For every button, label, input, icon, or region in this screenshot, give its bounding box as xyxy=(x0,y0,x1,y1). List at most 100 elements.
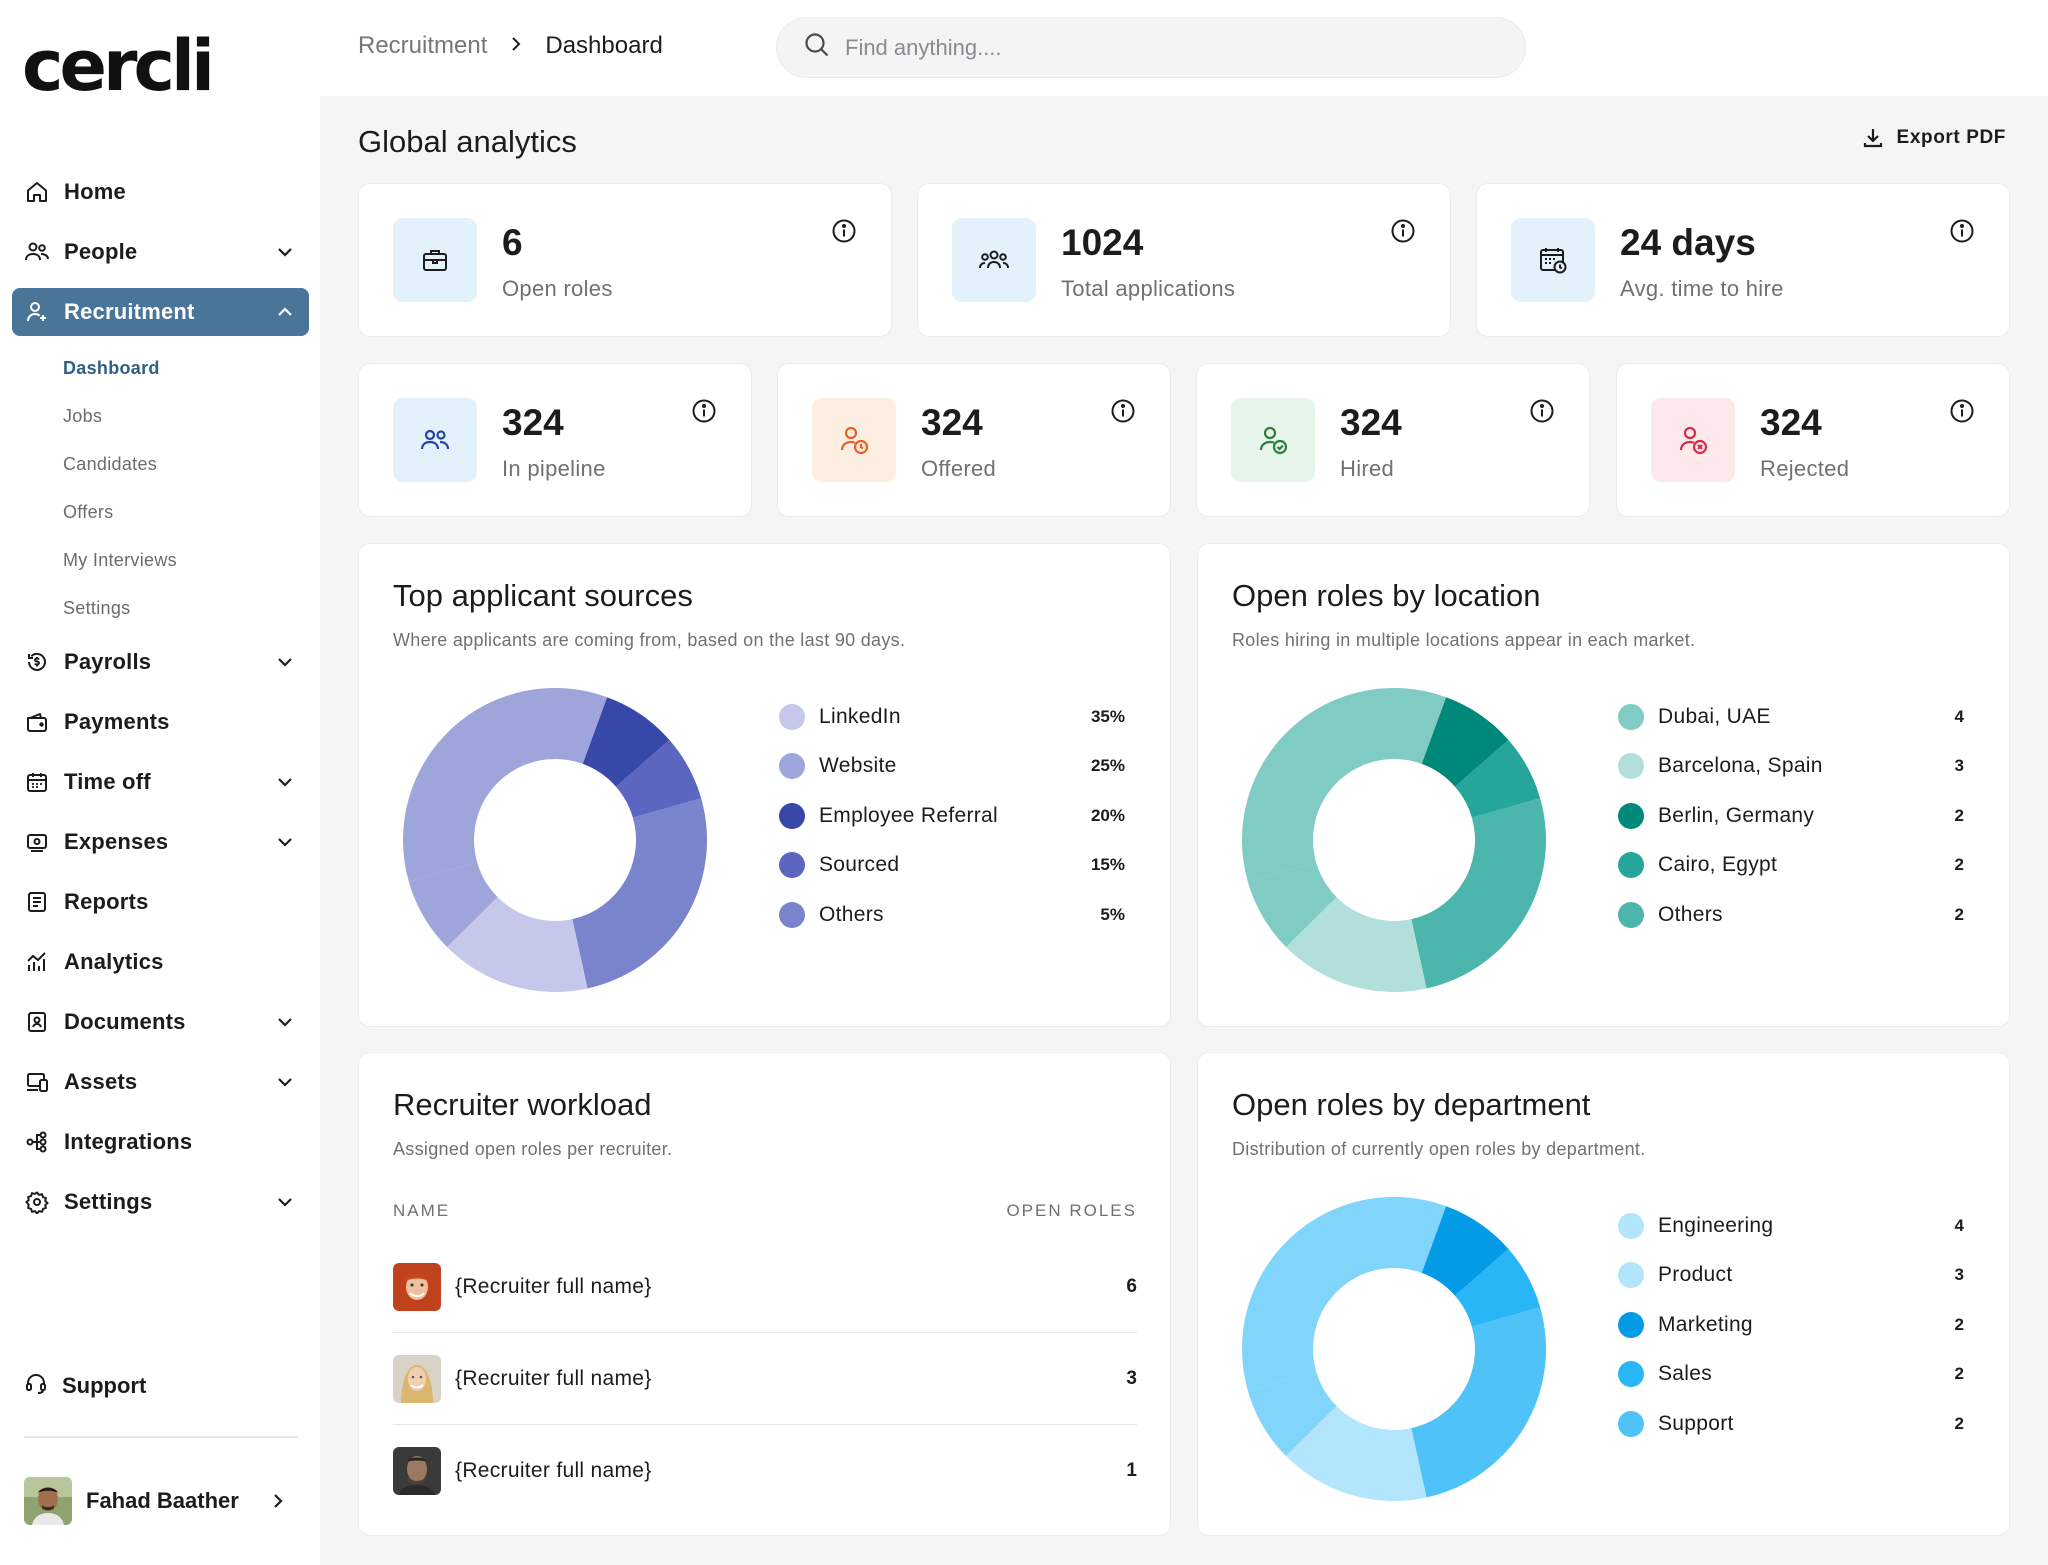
info-icon[interactable] xyxy=(831,218,857,244)
legend-item[interactable]: Employee Referral 20% xyxy=(779,791,1125,841)
page-title: Global analytics xyxy=(358,124,577,159)
export-pdf-button[interactable]: Export PDF xyxy=(1861,126,2006,150)
sidebar-item-expenses[interactable]: Expenses xyxy=(12,818,309,866)
export-pdf-label: Export PDF xyxy=(1896,127,2006,148)
chart-legend: LinkedIn 35% Website 25% Employee Referral 20… xyxy=(779,692,1125,940)
donut-slice[interactable] xyxy=(1247,862,1337,948)
people-icon xyxy=(24,239,50,265)
table-row[interactable]: {Recruiter full name} 1 xyxy=(393,1425,1137,1517)
info-icon[interactable] xyxy=(691,398,717,424)
donut-slice[interactable] xyxy=(1247,1371,1337,1457)
legend-item[interactable]: Marketing 2 xyxy=(1618,1300,1964,1350)
info-icon[interactable] xyxy=(1949,218,1975,244)
table-row[interactable]: {Recruiter full name} 3 xyxy=(393,1333,1137,1425)
sidebar-item-payments[interactable]: Payments xyxy=(12,698,309,746)
chevron-down-icon[interactable] xyxy=(275,832,295,852)
stat-value: 324 xyxy=(1760,402,1822,443)
donut-slice[interactable] xyxy=(1286,897,1427,992)
donut-slice[interactable] xyxy=(615,739,702,818)
legend-label: Product xyxy=(1658,1263,1733,1287)
legend-swatch xyxy=(779,901,805,928)
legend-item[interactable]: Product 3 xyxy=(1618,1251,1964,1301)
stat-card-open-roles: 6 Open roles xyxy=(358,183,892,337)
app-logo[interactable]: cercli xyxy=(22,25,215,107)
donut-chart[interactable] xyxy=(1242,688,1546,992)
sidebar-item-analytics[interactable]: Analytics xyxy=(12,938,309,986)
donut-slice[interactable] xyxy=(408,862,498,948)
column-header-open-roles[interactable]: OPEN ROLES xyxy=(1006,1201,1137,1220)
stat-card-in-pipeline: 324 In pipeline xyxy=(358,363,752,517)
chevron-down-icon[interactable] xyxy=(275,1072,295,1092)
donut-slice[interactable] xyxy=(1242,1197,1447,1391)
wallet-icon xyxy=(24,709,50,735)
stat-value: 24 days xyxy=(1620,222,1756,263)
donut-slice[interactable] xyxy=(403,688,608,882)
sidebar-item-settings[interactable]: Settings xyxy=(12,1178,309,1226)
legend-item[interactable]: LinkedIn 35% xyxy=(779,692,1125,742)
user-profile[interactable]: Fahad Baather xyxy=(24,1476,294,1526)
legend-item[interactable]: Berlin, Germany 2 xyxy=(1618,791,1964,841)
info-icon[interactable] xyxy=(1949,398,1975,424)
subnav-offers[interactable]: Offers xyxy=(63,502,114,522)
subnav-my-interviews[interactable]: My Interviews xyxy=(63,550,177,570)
donut-chart[interactable] xyxy=(403,688,707,992)
chevron-down-icon[interactable] xyxy=(275,1012,295,1032)
legend-value: 15% xyxy=(1090,855,1125,875)
donut-slice[interactable] xyxy=(1454,739,1541,818)
subnav-settings[interactable]: Settings xyxy=(63,598,131,618)
donut-slice[interactable] xyxy=(1286,1406,1427,1501)
legend-item[interactable]: Sourced 15% xyxy=(779,841,1125,891)
legend-swatch xyxy=(1618,753,1644,780)
search-bar[interactable] xyxy=(776,17,1526,78)
legend-item[interactable]: Engineering 4 xyxy=(1618,1201,1964,1251)
sidebar-item-integrations[interactable]: Integrations xyxy=(12,1118,309,1166)
search-input[interactable] xyxy=(845,34,1445,61)
legend-item[interactable]: Others 5% xyxy=(779,890,1125,940)
chevron-down-icon[interactable] xyxy=(275,1192,295,1212)
legend-item[interactable]: Barcelona, Spain 3 xyxy=(1618,742,1964,792)
sidebar-item-reports[interactable]: Reports xyxy=(12,878,309,926)
support-link[interactable]: Support xyxy=(24,1371,146,1400)
legend-item[interactable]: Cairo, Egypt 2 xyxy=(1618,841,1964,891)
donut-chart[interactable] xyxy=(1242,1197,1546,1501)
sidebar-item-time-off[interactable]: Time off xyxy=(12,758,309,806)
donut-slice[interactable] xyxy=(1454,1248,1541,1327)
sidebar-item-documents[interactable]: Documents xyxy=(12,998,309,1046)
subnav-candidates[interactable]: Candidates xyxy=(63,454,158,474)
donut-slice[interactable] xyxy=(447,897,588,992)
info-icon[interactable] xyxy=(1110,398,1136,424)
info-icon[interactable] xyxy=(1390,218,1416,244)
sidebar-item-home[interactable]: Home xyxy=(12,168,309,216)
sidebar-item-payrolls[interactable]: Payrolls xyxy=(12,638,309,686)
donut-slice[interactable] xyxy=(1242,688,1447,882)
chart-subtitle: Where applicants are coming from, based … xyxy=(393,630,906,650)
legend-item[interactable]: Support 2 xyxy=(1618,1399,1964,1449)
sidebar-item-people[interactable]: People xyxy=(12,228,309,276)
legend-item[interactable]: Website 25% xyxy=(779,742,1125,792)
sidebar-item-assets[interactable]: Assets xyxy=(12,1058,309,1106)
subnav-dashboard[interactable]: Dashboard xyxy=(63,358,160,378)
donut-slice[interactable] xyxy=(572,798,707,989)
donut-slice[interactable] xyxy=(1421,697,1509,787)
chart-panel-roles-by-department: Open roles by department Distribution of… xyxy=(1197,1052,2010,1536)
donut-slice[interactable] xyxy=(1411,1307,1546,1498)
info-icon[interactable] xyxy=(1529,398,1555,424)
donut-slice[interactable] xyxy=(1411,798,1546,989)
chevron-up-icon[interactable] xyxy=(275,302,295,322)
donut-slice[interactable] xyxy=(1421,1206,1509,1296)
legend-item[interactable]: Sales 2 xyxy=(1618,1350,1964,1400)
legend-label: LinkedIn xyxy=(819,704,901,728)
legend-item[interactable]: Others 2 xyxy=(1618,890,1964,940)
sidebar-item-recruitment[interactable]: Recruitment xyxy=(12,288,309,336)
chevron-down-icon[interactable] xyxy=(275,652,295,672)
legend-item[interactable]: Dubai, UAE 4 xyxy=(1618,692,1964,742)
donut-slice[interactable] xyxy=(582,697,670,787)
chevron-down-icon[interactable] xyxy=(275,242,295,262)
legend-label: Others xyxy=(1658,902,1723,926)
table-row[interactable]: {Recruiter full name} 6 xyxy=(393,1241,1137,1333)
column-header-name[interactable]: NAME xyxy=(393,1201,451,1220)
breadcrumb-recruitment[interactable]: Recruitment xyxy=(358,32,488,59)
legend-label: Marketing xyxy=(1658,1312,1753,1336)
chevron-down-icon[interactable] xyxy=(275,772,295,792)
subnav-jobs[interactable]: Jobs xyxy=(63,406,103,426)
